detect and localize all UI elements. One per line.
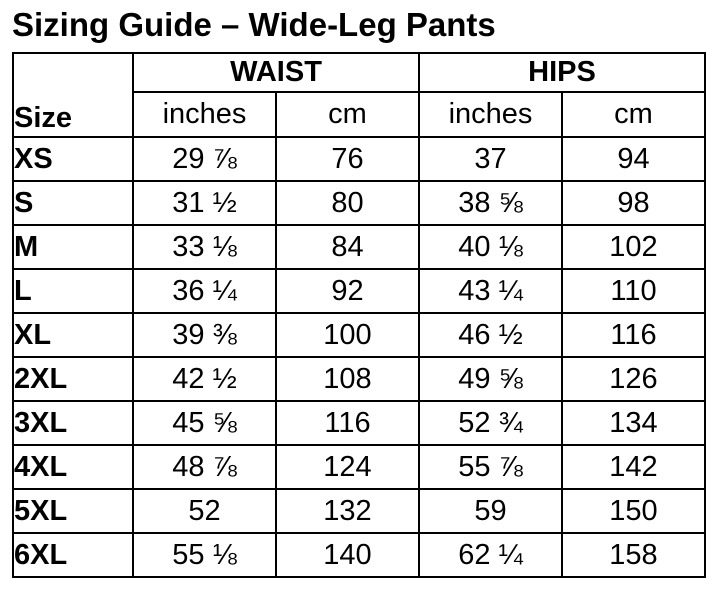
waist-cm-value: 116 xyxy=(275,400,420,447)
hips-cm-value: 116 xyxy=(561,312,706,359)
hips-cm-value: 94 xyxy=(561,136,706,183)
table-row: XL 39 ⅜ 100 46 ½ 116 xyxy=(12,312,706,359)
table-row: 4XL 48 ⅞ 124 55 ⅞ 142 xyxy=(12,444,706,491)
column-header-hips-inches: inches xyxy=(418,91,563,139)
hips-cm-value: 98 xyxy=(561,180,706,227)
size-label: S xyxy=(12,180,134,227)
hips-inches-value: 55 ⅞ xyxy=(418,444,563,491)
waist-inches-value: 31 ½ xyxy=(132,180,277,227)
hips-inches-value: 37 xyxy=(418,136,563,183)
column-group-header-waist: WAIST xyxy=(132,52,420,94)
hips-inches-value: 40 ⅛ xyxy=(418,224,563,271)
table-row: L 36 ¼ 92 43 ¼ 110 xyxy=(12,268,706,315)
table-row: S 31 ½ 80 38 ⅝ 98 xyxy=(12,180,706,227)
table-row: M 33 ⅛ 84 40 ⅛ 102 xyxy=(12,224,706,271)
hips-inches-value: 43 ¼ xyxy=(418,268,563,315)
waist-inches-value: 45 ⅝ xyxy=(132,400,277,447)
waist-cm-value: 92 xyxy=(275,268,420,315)
waist-cm-value: 132 xyxy=(275,488,420,535)
column-header-size: Size xyxy=(12,52,134,139)
sizing-table: Size WAIST HIPS inches cm inches cm XS 29… xyxy=(12,52,706,579)
page-title: Sizing Guide – Wide-Leg Pants xyxy=(12,6,496,43)
size-label: M xyxy=(12,224,134,271)
waist-inches-value: 36 ¼ xyxy=(132,268,277,315)
table-body: XS 29 ⅞ 76 37 94 S 31 ½ 80 38 ⅝ 98 M 33 ⅛ 84 40 ⅛ 102 L… xyxy=(12,136,706,579)
table-unit-header-row: inches cm inches cm xyxy=(13,91,706,139)
waist-inches-value: 52 xyxy=(132,488,277,535)
hips-inches-value: 46 ½ xyxy=(418,312,563,359)
hips-inches-value: 38 ⅝ xyxy=(418,180,563,227)
waist-cm-value: 124 xyxy=(275,444,420,491)
size-label: XL xyxy=(12,312,134,359)
size-label: 4XL xyxy=(12,444,134,491)
hips-inches-value: 52 ¾ xyxy=(418,400,563,447)
hips-cm-value: 150 xyxy=(561,488,706,535)
table-row: XS 29 ⅞ 76 37 94 xyxy=(12,136,706,183)
waist-cm-value: 80 xyxy=(275,180,420,227)
table-group-header-row: Size WAIST HIPS xyxy=(12,52,706,139)
table-row: 5XL 52 132 59 150 xyxy=(12,488,706,535)
hips-cm-value: 126 xyxy=(561,356,706,403)
waist-inches-value: 42 ½ xyxy=(132,356,277,403)
waist-inches-value: 48 ⅞ xyxy=(132,444,277,491)
hips-cm-value: 110 xyxy=(561,268,706,315)
hips-inches-value: 59 xyxy=(418,488,563,535)
waist-inches-value: 55 ⅛ xyxy=(132,532,277,579)
column-header-hips-cm: cm xyxy=(561,91,706,139)
waist-cm-value: 140 xyxy=(275,532,420,579)
size-label: 6XL xyxy=(12,532,134,579)
size-label: 5XL xyxy=(12,488,134,535)
table-row: 2XL 42 ½ 108 49 ⅝ 126 xyxy=(12,356,706,403)
waist-inches-value: 33 ⅛ xyxy=(132,224,277,271)
hips-inches-value: 49 ⅝ xyxy=(418,356,563,403)
hips-cm-value: 134 xyxy=(561,400,706,447)
waist-cm-value: 100 xyxy=(275,312,420,359)
column-group-header-hips: HIPS xyxy=(418,52,706,94)
table-row: 3XL 45 ⅝ 116 52 ¾ 134 xyxy=(12,400,706,447)
hips-cm-value: 142 xyxy=(561,444,706,491)
size-label: XS xyxy=(12,136,134,183)
waist-inches-value: 29 ⅞ xyxy=(132,136,277,183)
column-header-waist-cm: cm xyxy=(275,91,420,139)
waist-cm-value: 84 xyxy=(275,224,420,271)
table-row: 6XL 55 ⅛ 140 62 ¼ 158 xyxy=(12,532,706,579)
waist-cm-value: 76 xyxy=(275,136,420,183)
waist-inches-value: 39 ⅜ xyxy=(132,312,277,359)
hips-inches-value: 62 ¼ xyxy=(418,532,563,579)
size-label: 2XL xyxy=(12,356,134,403)
hips-cm-value: 158 xyxy=(561,532,706,579)
size-label: 3XL xyxy=(12,400,134,447)
waist-cm-value: 108 xyxy=(275,356,420,403)
column-header-waist-inches: inches xyxy=(132,91,277,139)
hips-cm-value: 102 xyxy=(561,224,706,271)
size-label: L xyxy=(12,268,134,315)
